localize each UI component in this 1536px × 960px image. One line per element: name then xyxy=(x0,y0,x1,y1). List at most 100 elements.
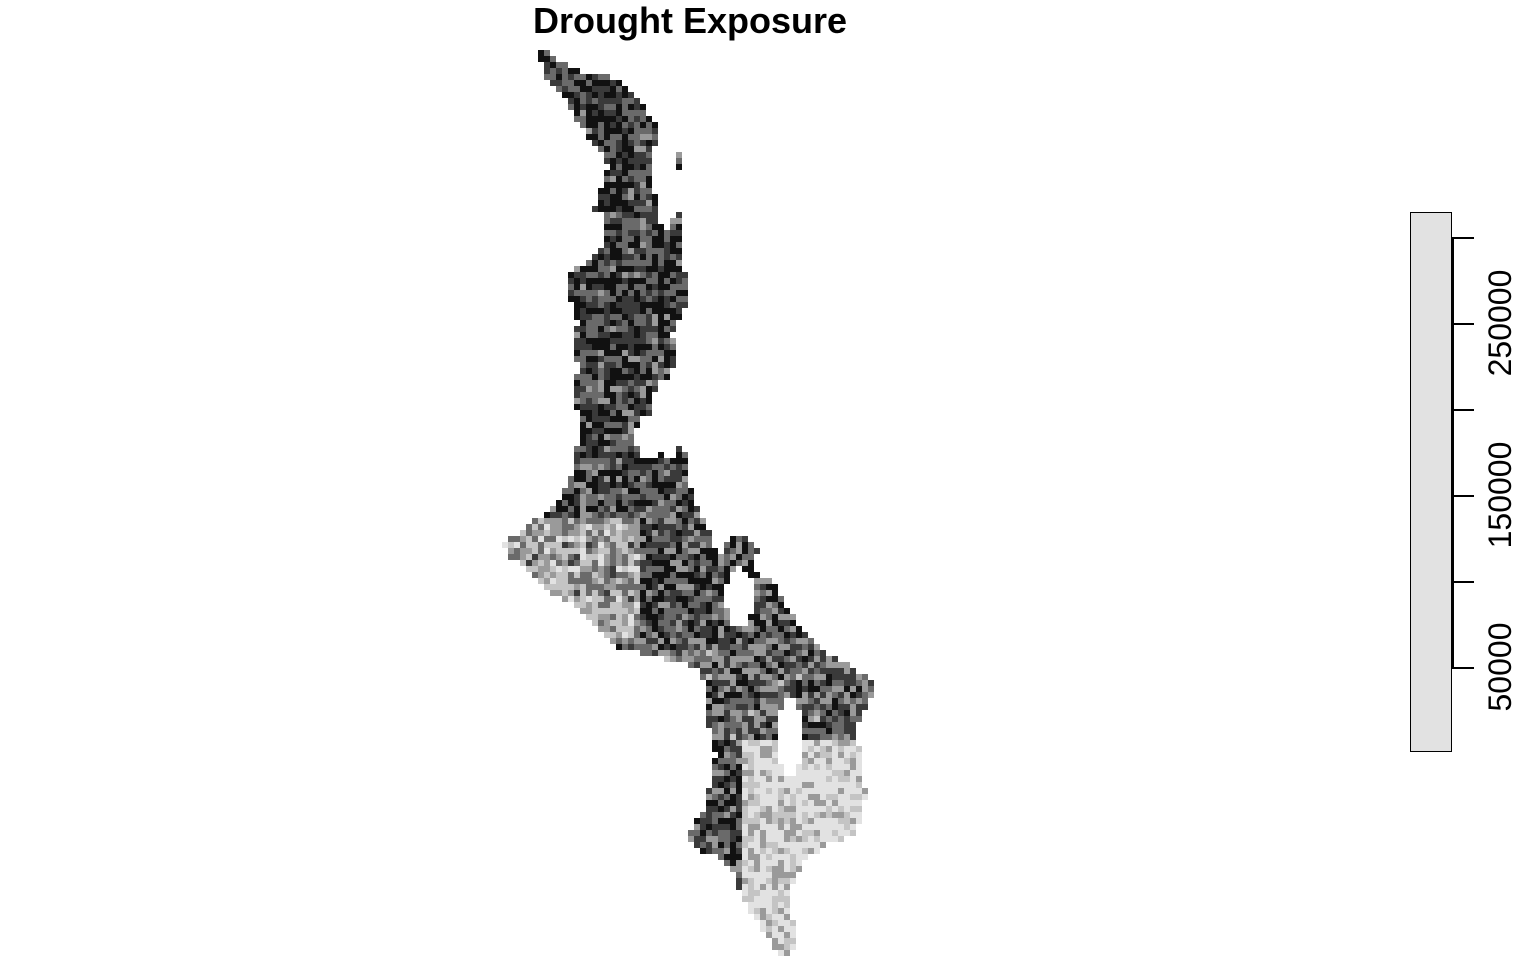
raster-cell xyxy=(754,878,760,884)
raster-cell xyxy=(766,782,772,788)
raster-cell xyxy=(736,806,742,812)
raster-cell xyxy=(772,812,778,818)
raster-cell xyxy=(814,674,820,680)
raster-cell xyxy=(718,824,724,830)
legend-tick xyxy=(1452,581,1474,583)
raster-cell xyxy=(670,494,676,500)
raster-cell xyxy=(754,836,760,842)
raster-cell xyxy=(598,356,604,362)
raster-cell xyxy=(742,806,748,812)
raster-cell xyxy=(802,776,808,782)
raster-cell xyxy=(646,542,652,548)
raster-cell xyxy=(664,482,670,488)
raster-cell xyxy=(682,518,688,524)
raster-cell xyxy=(508,548,514,554)
raster-cell xyxy=(664,602,670,608)
raster-cell xyxy=(784,836,790,842)
raster-cell xyxy=(688,536,694,542)
raster-cell xyxy=(652,488,658,494)
raster-cell xyxy=(568,590,574,596)
raster-cell xyxy=(688,488,694,494)
raster-cell xyxy=(604,170,610,176)
raster-cell xyxy=(604,92,610,98)
raster-cell xyxy=(610,614,616,620)
raster-cell xyxy=(616,212,622,218)
raster-cell xyxy=(766,830,772,836)
raster-cell xyxy=(682,632,688,638)
raster-cell xyxy=(826,806,832,812)
raster-cell xyxy=(574,302,580,308)
raster-cell xyxy=(658,290,664,296)
raster-cell xyxy=(670,530,676,536)
raster-cell xyxy=(592,332,598,338)
raster-cell xyxy=(616,548,622,554)
raster-cell xyxy=(592,530,598,536)
raster-cell xyxy=(652,224,658,230)
raster-cell xyxy=(652,140,658,146)
raster-cell xyxy=(676,512,682,518)
raster-cell xyxy=(610,362,616,368)
raster-cell xyxy=(820,680,826,686)
raster-cell xyxy=(622,434,628,440)
raster-cell xyxy=(640,506,646,512)
raster-cell xyxy=(682,530,688,536)
raster-cell xyxy=(574,536,580,542)
raster-cell xyxy=(538,536,544,542)
raster-cell xyxy=(700,632,706,638)
raster-cell xyxy=(772,908,778,914)
raster-cell xyxy=(616,500,622,506)
raster-cell xyxy=(658,374,664,380)
raster-cell xyxy=(604,182,610,188)
raster-cell xyxy=(634,554,640,560)
raster-cell xyxy=(826,704,832,710)
raster-cell xyxy=(754,734,760,740)
raster-cell xyxy=(604,272,610,278)
raster-cell xyxy=(772,920,778,926)
raster-cell xyxy=(790,872,796,878)
raster-cell xyxy=(754,710,760,716)
raster-cell xyxy=(634,632,640,638)
raster-cell xyxy=(622,266,628,272)
raster-cell xyxy=(772,866,778,872)
raster-cell xyxy=(760,614,766,620)
raster-cell xyxy=(634,230,640,236)
raster-cell xyxy=(574,374,580,380)
raster-cell xyxy=(634,194,640,200)
raster-cell xyxy=(586,500,592,506)
raster-cell xyxy=(538,56,544,62)
raster-cell xyxy=(580,524,586,530)
raster-cell xyxy=(838,662,844,668)
raster-cell xyxy=(550,584,556,590)
raster-cell xyxy=(838,740,844,746)
raster-cell xyxy=(556,548,562,554)
raster-cell xyxy=(730,680,736,686)
raster-cell xyxy=(652,566,658,572)
raster-cell xyxy=(718,836,724,842)
raster-cell xyxy=(574,338,580,344)
raster-cell xyxy=(622,314,628,320)
raster-cell xyxy=(814,644,820,650)
raster-cell xyxy=(748,812,754,818)
raster-cell xyxy=(634,350,640,356)
raster-cell xyxy=(694,584,700,590)
raster-cell xyxy=(652,308,658,314)
raster-cell xyxy=(796,800,802,806)
raster-cell xyxy=(646,572,652,578)
raster-cell xyxy=(730,734,736,740)
raster-cell xyxy=(658,254,664,260)
raster-cell xyxy=(640,572,646,578)
raster-cell xyxy=(580,530,586,536)
raster-cell xyxy=(580,392,586,398)
raster-cell xyxy=(586,284,592,290)
raster-cell xyxy=(628,398,634,404)
raster-cell xyxy=(838,800,844,806)
raster-cell xyxy=(856,776,862,782)
raster-cell xyxy=(634,458,640,464)
raster-cell xyxy=(718,692,724,698)
raster-cell xyxy=(748,626,754,632)
raster-cell xyxy=(574,80,580,86)
raster-cell xyxy=(640,302,646,308)
raster-cell xyxy=(580,590,586,596)
raster-cell xyxy=(574,308,580,314)
raster-cell xyxy=(778,878,784,884)
